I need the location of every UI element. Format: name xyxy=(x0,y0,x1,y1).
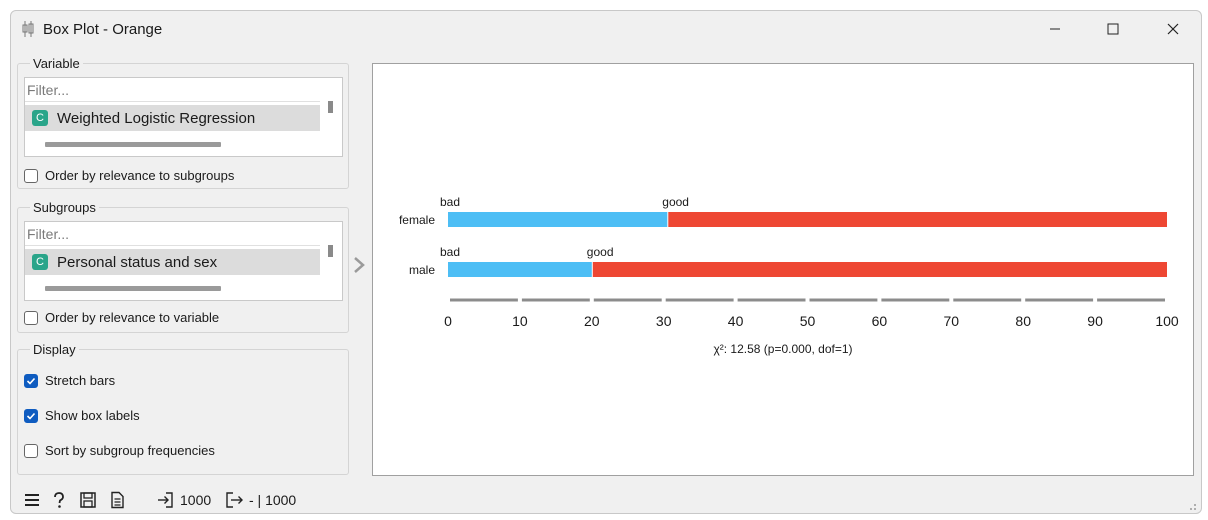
close-button[interactable] xyxy=(1144,11,1201,47)
minimize-icon xyxy=(1050,28,1060,30)
boxplot-app-icon xyxy=(22,21,34,37)
bar-female-good xyxy=(668,212,1167,227)
x-tick-label-0: 0 xyxy=(444,313,452,329)
subgroups-listbox[interactable]: Filter... C Personal status and sex xyxy=(24,221,343,301)
order-variable-checkbox[interactable] xyxy=(24,310,38,325)
x-tick-label-40: 40 xyxy=(728,313,744,329)
x-tick-label-30: 30 xyxy=(656,313,672,329)
bar-female-bad xyxy=(448,212,668,227)
stretch-bars-checkbox[interactable] xyxy=(24,373,38,388)
order-subgroups-label: Order by relevance to subgroups xyxy=(45,168,235,183)
title-bar: Box Plot - Orange xyxy=(11,11,1201,47)
x-tick-label-60: 60 xyxy=(872,313,888,329)
status-bar: 1000 - | 1000 xyxy=(11,485,1201,513)
show-box-labels-option[interactable]: Show box labels xyxy=(24,408,140,423)
x-tick-label-80: 80 xyxy=(1015,313,1031,329)
close-icon xyxy=(1167,23,1179,35)
x-tick-label-50: 50 xyxy=(800,313,816,329)
bar-label-male-good: good xyxy=(587,245,614,259)
sort-by-frequencies-label: Sort by subgroup frequencies xyxy=(45,443,215,458)
continuous-badge-icon: C xyxy=(32,110,48,126)
category-label-male: male xyxy=(409,263,435,277)
window-title: Box Plot - Orange xyxy=(43,21,163,38)
x-tick-label-100: 100 xyxy=(1155,313,1179,329)
bar-male-good xyxy=(592,262,1167,277)
x-tick-label-10: 10 xyxy=(512,313,528,329)
display-legend: Display xyxy=(30,342,79,357)
variable-list-item[interactable]: C Weighted Logistic Regression xyxy=(25,105,320,131)
subgroups-legend: Subgroups xyxy=(30,200,99,215)
checkmark-icon xyxy=(26,377,36,385)
maximize-icon xyxy=(1107,23,1119,35)
chi-square-caption: χ²: 12.58 (p=0.000, dof=1) xyxy=(713,342,852,356)
output-data-icon xyxy=(226,492,243,508)
variable-item-label: Weighted Logistic Regression xyxy=(57,109,256,127)
order-by-relevance-variable[interactable]: Order by relevance to variable xyxy=(24,310,219,325)
category-label-female: female xyxy=(399,213,435,227)
minimize-button[interactable] xyxy=(1026,11,1084,47)
variable-vertical-scrollbar[interactable] xyxy=(328,101,333,113)
subgroups-item-label: Personal status and sex xyxy=(57,253,218,271)
variable-filter-input[interactable]: Filter... xyxy=(25,78,320,102)
continuous-badge-icon: C xyxy=(32,254,48,270)
bar-male-bad xyxy=(448,262,592,277)
sort-by-frequencies-checkbox[interactable] xyxy=(24,443,38,458)
output-count: - | 1000 xyxy=(249,492,297,508)
variable-listbox[interactable]: Filter... C Weighted Logistic Regression xyxy=(24,77,343,157)
display-panel: Display Stretch bars Show box labels Sor… xyxy=(17,342,349,475)
subgroups-filter-input[interactable]: Filter... xyxy=(25,222,320,246)
chevron-right-icon[interactable] xyxy=(351,255,367,275)
maximize-button[interactable] xyxy=(1084,11,1142,47)
subgroups-vertical-scrollbar[interactable] xyxy=(328,245,333,257)
resize-grip-icon[interactable] xyxy=(1187,501,1197,511)
show-box-labels-checkbox[interactable] xyxy=(24,408,38,423)
input-data-icon xyxy=(158,492,173,508)
bar-label-female-bad: bad xyxy=(440,195,460,209)
x-tick-label-70: 70 xyxy=(944,313,960,329)
show-box-labels-label: Show box labels xyxy=(45,408,140,423)
x-tick-label-20: 20 xyxy=(584,313,600,329)
variable-horizontal-scrollbar[interactable] xyxy=(45,142,221,147)
variable-panel: Variable Filter... C Weighted Logistic R… xyxy=(17,56,349,189)
order-by-relevance-subgroups[interactable]: Order by relevance to subgroups xyxy=(24,168,234,183)
help-icon[interactable] xyxy=(51,491,67,509)
save-icon[interactable] xyxy=(79,491,97,509)
report-icon[interactable] xyxy=(109,491,125,509)
stretch-bars-label: Stretch bars xyxy=(45,373,116,388)
variable-legend: Variable xyxy=(30,56,83,71)
subgroups-horizontal-scrollbar[interactable] xyxy=(45,286,221,291)
bar-label-female-good: good xyxy=(662,195,689,209)
box-plot-window: Box Plot - Orange Variable Filter... C W… xyxy=(10,10,1202,514)
bar-label-male-bad: bad xyxy=(440,245,460,259)
menu-icon[interactable] xyxy=(23,491,41,509)
subgroups-list-item[interactable]: C Personal status and sex xyxy=(25,249,320,275)
checkmark-icon xyxy=(26,412,36,420)
sort-by-frequencies-option[interactable]: Sort by subgroup frequencies xyxy=(24,443,215,458)
order-subgroups-checkbox[interactable] xyxy=(24,168,38,183)
x-tick-label-90: 90 xyxy=(1087,313,1103,329)
order-variable-label: Order by relevance to variable xyxy=(45,310,220,325)
stretch-bars-option[interactable]: Stretch bars xyxy=(24,373,115,388)
subgroups-panel: Subgroups Filter... C Personal status an… xyxy=(17,200,349,333)
input-count: 1000 xyxy=(180,492,212,508)
plot-area: female bad good male bad good 0 10 20 30 40 50 60 70 8… xyxy=(372,63,1194,476)
